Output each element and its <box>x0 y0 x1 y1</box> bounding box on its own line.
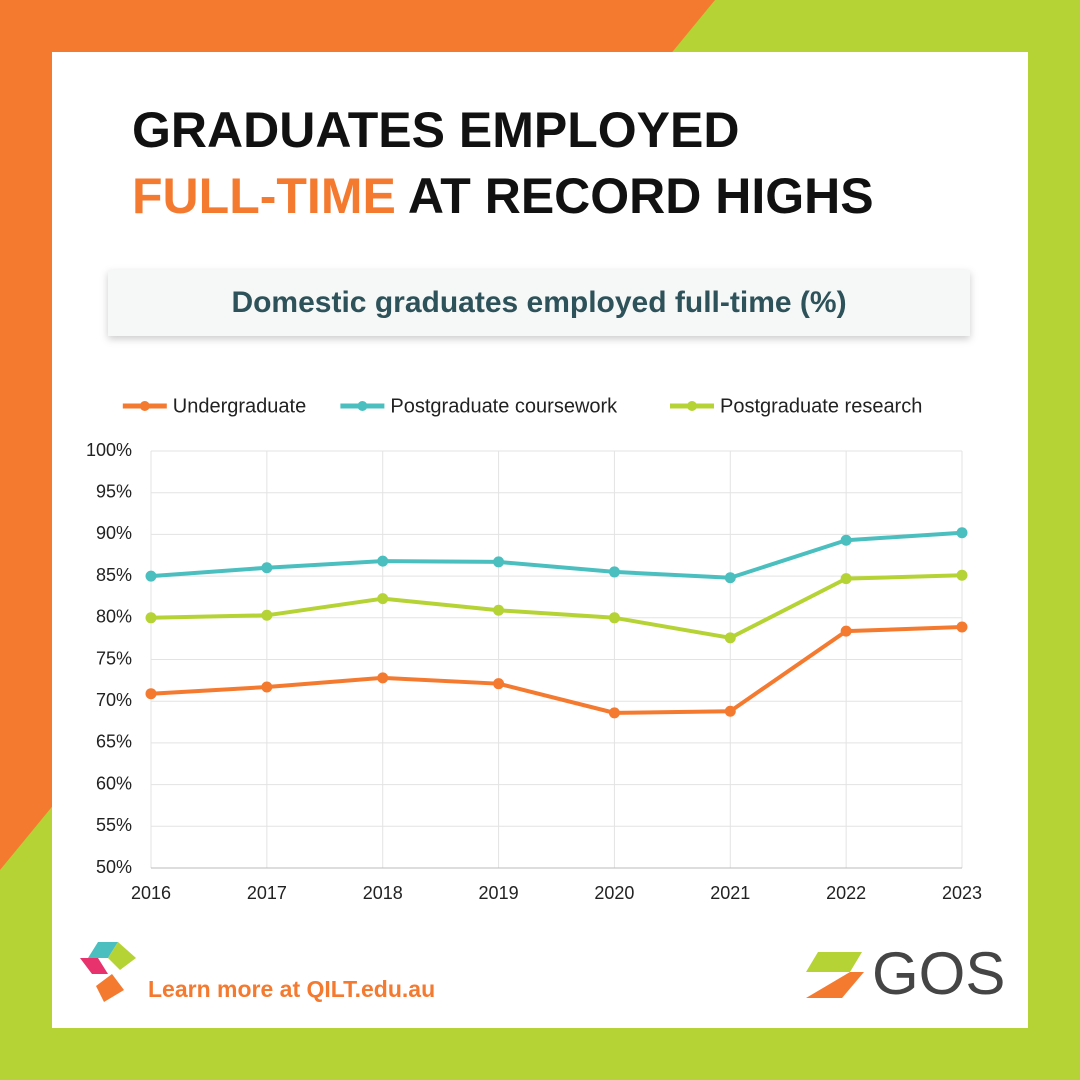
chart-title: Domestic graduates employed full-time (%… <box>231 286 846 319</box>
point <box>493 604 505 616</box>
y-tick-label: 55% <box>96 815 132 835</box>
x-tick-label: 2019 <box>479 883 519 903</box>
point <box>608 612 620 624</box>
point <box>377 555 389 567</box>
point <box>840 534 852 546</box>
y-tick-label: 60% <box>96 773 132 793</box>
point <box>956 621 968 633</box>
gos-logo: GOS <box>872 940 1005 1007</box>
point <box>840 625 852 637</box>
footer-link[interactable]: Learn more at QILT.edu.au <box>148 976 435 1002</box>
point <box>493 556 505 568</box>
x-tick-label: 2023 <box>942 883 982 903</box>
legend-label: Postgraduate coursework <box>390 395 618 417</box>
subtitle-box <box>108 270 970 336</box>
point <box>956 527 968 539</box>
x-tick-label: 2016 <box>131 883 171 903</box>
qilt-logo <box>80 942 136 1002</box>
series-line <box>150 530 963 580</box>
legend-marker <box>687 401 697 411</box>
y-tick-label: 95% <box>96 481 132 501</box>
y-tick-label: 65% <box>96 732 132 752</box>
y-tick-label: 100% <box>86 440 132 460</box>
chart: 50% 55% 60% 65% 70% 75% 80% 85% 90% 95% 100% 2016 20… <box>86 395 982 902</box>
x-tick-label: 2020 <box>594 883 634 903</box>
legend-marker <box>357 401 368 411</box>
x-tick-label: 2018 <box>363 883 403 903</box>
point <box>724 705 736 717</box>
point <box>840 573 852 585</box>
y-tick-label: 90% <box>96 523 132 543</box>
point <box>608 707 620 719</box>
point <box>261 609 273 621</box>
y-tick-label: 75% <box>96 648 132 668</box>
point <box>145 688 157 700</box>
point <box>261 681 273 693</box>
point <box>145 570 157 582</box>
point <box>493 678 505 690</box>
title-rest: AT RECORD HIGHS <box>408 168 874 224</box>
point <box>145 612 157 624</box>
legend-label: Postgraduate research <box>720 395 922 417</box>
x-tick-label: 2022 <box>826 883 866 903</box>
gos-logo-mark <box>806 952 864 998</box>
title-highlight: FULL-TIME <box>132 168 396 224</box>
title-line1: GRADUATES EMPLOYED <box>132 102 739 158</box>
point <box>377 672 389 684</box>
legend-label: Undergraduate <box>173 395 306 417</box>
x-tick-label: 2021 <box>710 883 750 903</box>
y-tick-label: 70% <box>96 690 132 710</box>
x-tick-label: 2017 <box>247 883 287 903</box>
series-line <box>150 573 963 640</box>
y-tick-label: 85% <box>96 565 132 585</box>
title-line2: FULL-TIME AT RECORD HIGHS <box>132 168 874 224</box>
series-line <box>150 624 963 715</box>
legend-marker <box>139 401 150 411</box>
point <box>608 566 620 578</box>
point <box>956 569 968 581</box>
point <box>377 593 389 605</box>
point <box>261 562 273 574</box>
y-tick-label: 50% <box>96 857 132 877</box>
y-tick-label: 80% <box>96 607 132 627</box>
point <box>724 572 736 584</box>
point <box>724 632 736 644</box>
